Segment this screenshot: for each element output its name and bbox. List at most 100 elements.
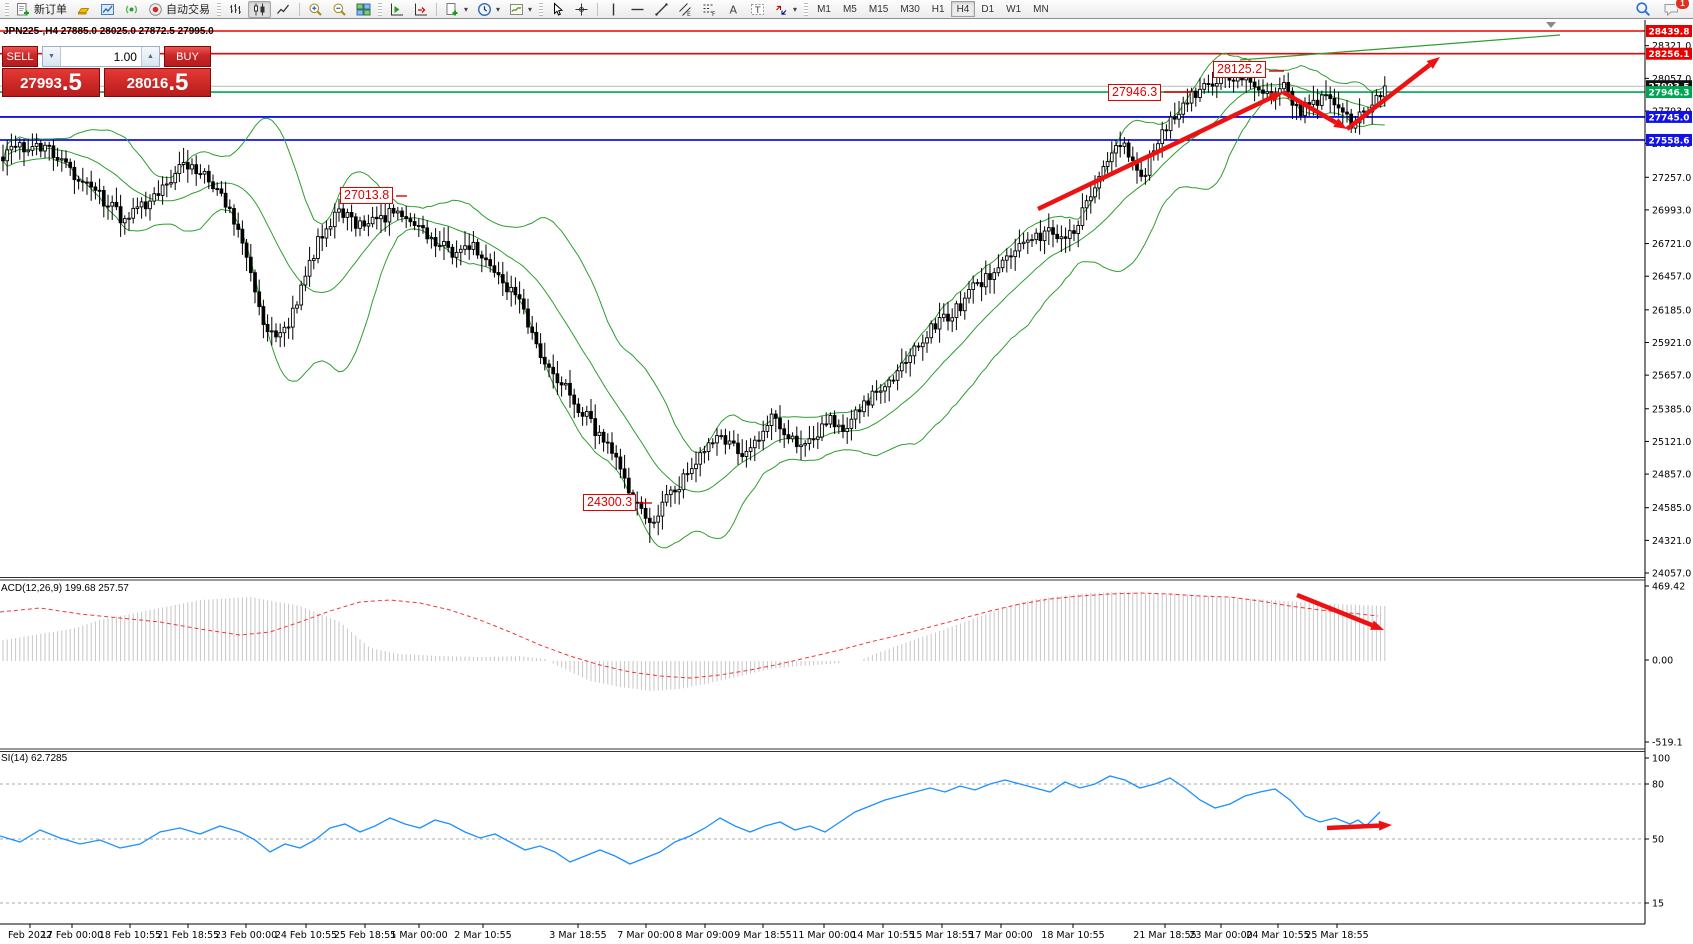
timeframe-button-w1[interactable]: W1 xyxy=(1000,1,1027,17)
price-axis-badge xyxy=(1646,110,1692,123)
time-axis-label: 17 Feb 00:00 xyxy=(41,930,103,941)
symbol-ohlc-overlay: JPN225-,H4 27885.0 28025.0 27872.5 27995… xyxy=(3,26,214,37)
chart-shift-button[interactable] xyxy=(385,1,408,18)
fibonacci-icon: F xyxy=(703,4,716,17)
candlestick-chart-button[interactable] xyxy=(248,0,271,18)
sell-price[interactable]: 27993.5 xyxy=(2,68,101,97)
zoom-in-icon xyxy=(309,3,322,16)
trend-arrow-head xyxy=(1378,820,1392,831)
time-axis-label: 17 Mar 00:00 xyxy=(969,930,1032,941)
text-button[interactable]: A xyxy=(722,1,745,18)
buy-price[interactable]: 28016.5 xyxy=(104,68,211,97)
timeframe-button-h1[interactable]: H1 xyxy=(926,1,951,17)
periods-button[interactable]: ▾ xyxy=(473,1,504,18)
buy-button[interactable]: BUY xyxy=(163,46,211,67)
new-order-button[interactable]: 新订单 xyxy=(12,1,71,18)
timeframe-button-m15[interactable]: M15 xyxy=(863,1,894,17)
time-axis-label: 1 Mar 00:00 xyxy=(390,930,447,941)
notification-count-badge: 1 xyxy=(1675,0,1690,10)
templates-button[interactable]: ▾ xyxy=(505,1,536,18)
rsi-scale-label: 100 xyxy=(1652,754,1670,765)
timeframe-button-mn[interactable]: MN xyxy=(1027,1,1055,17)
arrow-styles-button[interactable]: ▾ xyxy=(770,1,801,18)
horizontal-line-button[interactable] xyxy=(626,1,649,18)
text-label-button[interactable]: T xyxy=(746,1,769,18)
line-chart-button[interactable] xyxy=(272,1,295,18)
zoom-out-button[interactable] xyxy=(328,1,351,18)
price-tick-label: 25657.0 xyxy=(1652,371,1691,382)
timeframe-button-m1[interactable]: M1 xyxy=(811,1,837,17)
timeframe-button-d1[interactable]: D1 xyxy=(975,1,1000,17)
timeframe-button-h4[interactable]: H4 xyxy=(950,1,976,17)
price-axis-badge xyxy=(1646,86,1692,99)
price-annotation[interactable]: 24300.3 xyxy=(583,494,637,511)
time-axis-label: 7 Mar 00:00 xyxy=(617,930,674,941)
price-annotation[interactable]: 28125.2 xyxy=(1213,61,1267,78)
bar-chart-icon xyxy=(230,3,241,14)
time-axis-label: 21 Mar 18:55 xyxy=(1133,930,1196,941)
tile-windows-button[interactable] xyxy=(352,1,375,18)
time-axis-label: 9 Mar 18:55 xyxy=(734,930,791,941)
lower-bollinger-band xyxy=(2,97,1385,549)
trendline-button[interactable] xyxy=(650,1,673,18)
auto-scroll-button[interactable] xyxy=(409,1,432,18)
quotes-button[interactable] xyxy=(72,1,95,18)
time-axis-label: 18 Mar 10:55 xyxy=(1041,930,1104,941)
svg-text:F: F xyxy=(712,11,716,17)
trend-arrow-shaft xyxy=(1345,63,1432,131)
trend-arrows[interactable] xyxy=(396,57,1440,831)
cursor-button[interactable] xyxy=(546,1,569,18)
crosshair-button[interactable] xyxy=(570,1,593,18)
volume-decrease-button[interactable]: ▼ xyxy=(42,47,61,66)
time-axis-label: 23 Feb 00:00 xyxy=(215,930,277,941)
time-axis-label: 14 Mar 10:55 xyxy=(851,930,914,941)
timeframe-button-m5[interactable]: M5 xyxy=(837,1,863,17)
bar-chart-button[interactable] xyxy=(224,1,247,18)
price-tick-label: 24857.0 xyxy=(1652,470,1691,481)
time-axis-label: 25 Mar 18:55 xyxy=(1305,930,1368,941)
new-order-icon xyxy=(17,2,29,15)
search-button[interactable] xyxy=(1631,1,1655,18)
vertical-line-button[interactable] xyxy=(602,1,625,18)
trendline[interactable] xyxy=(1239,34,1561,61)
price-annotation[interactable]: 27946.3 xyxy=(1108,84,1162,101)
rsi-scale-label: 50 xyxy=(1652,835,1664,846)
price-annotation[interactable]: 27013.8 xyxy=(340,187,394,204)
buy-price-main: 28016 xyxy=(126,75,169,92)
macd-signal-line xyxy=(0,592,1379,679)
new-chart-button[interactable]: ▾ xyxy=(441,1,472,18)
new-chart-icon xyxy=(446,2,458,15)
zoom-in-button[interactable] xyxy=(304,1,327,18)
time-axis-label: 8 Mar 09:00 xyxy=(676,930,733,941)
fibonacci-button[interactable]: F xyxy=(698,1,721,18)
auto-trading-button[interactable]: 自动交易 xyxy=(144,1,214,18)
equidistant-channel-button[interactable]: E xyxy=(674,1,697,18)
template-icon xyxy=(510,3,524,15)
crosshair-icon xyxy=(575,3,588,15)
dropdown-icon: ▾ xyxy=(793,4,798,14)
candlesticks xyxy=(1,69,1387,543)
price-tick-label: 26185.0 xyxy=(1652,305,1691,316)
price-tick-label: 25121.0 xyxy=(1652,437,1691,448)
timeframe-button-m30[interactable]: M30 xyxy=(894,1,925,17)
cursor-icon xyxy=(554,1,564,16)
price-axis-badge-label: 27745.0 xyxy=(1649,113,1690,123)
chart-window-button[interactable] xyxy=(96,1,119,18)
main-price-chart xyxy=(0,30,1645,549)
price-tick-label: 27257.0 xyxy=(1652,173,1691,184)
sell-button[interactable]: SELL xyxy=(2,46,38,67)
price-tick-label: 26721.0 xyxy=(1652,239,1691,250)
volume-input[interactable] xyxy=(60,47,141,66)
signal-icon xyxy=(125,5,138,13)
toolbar-grip xyxy=(378,2,382,16)
time-axis-label: 18 Feb 10:55 xyxy=(99,930,161,941)
candlestick-chart-icon xyxy=(254,3,265,15)
signals-button[interactable] xyxy=(120,1,143,18)
dropdown-icon: ▾ xyxy=(528,4,533,14)
volume-increase-button[interactable]: ▲ xyxy=(140,47,159,66)
horizontal-line-icon xyxy=(631,8,644,10)
trend-arrow-head xyxy=(1269,92,1283,103)
chart-shift-marker[interactable] xyxy=(1546,22,1556,28)
